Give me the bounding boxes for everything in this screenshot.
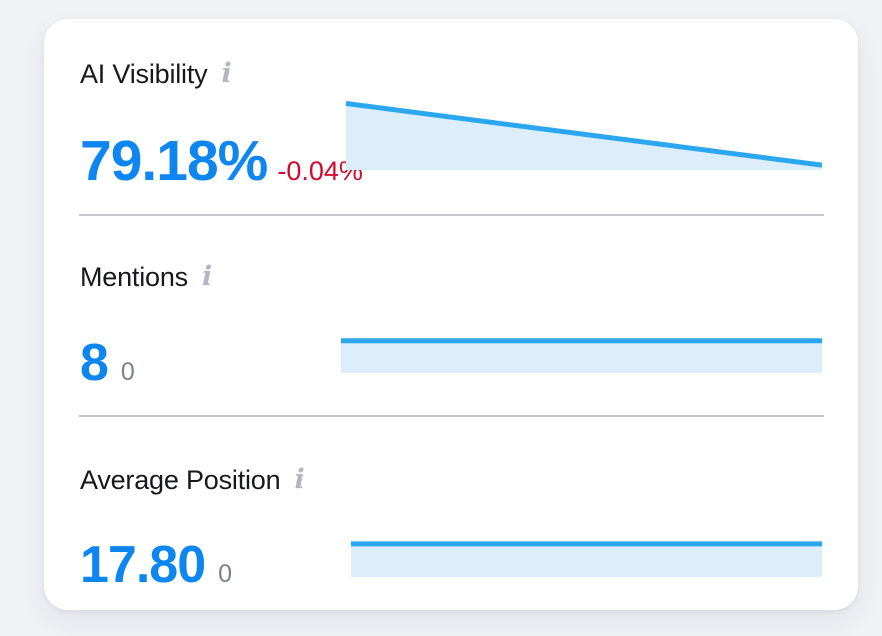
sparkline-ai-visibility <box>346 100 822 170</box>
metric-ai-visibility-values: 79.18% -0.04% <box>80 133 363 190</box>
metrics-card: AI Visibility i 79.18% -0.04% Mentions i… <box>44 19 858 610</box>
metric-delta-average-position: 0 <box>218 560 233 588</box>
sparkline-mentions <box>341 338 822 373</box>
metric-label-ai-visibility: AI Visibility <box>80 59 208 89</box>
sparkline-average-position <box>351 541 822 577</box>
metric-label-average-position: Average Position <box>80 465 281 495</box>
metric-value-mentions: 8 <box>80 334 109 392</box>
metric-delta-mentions: 0 <box>120 358 135 386</box>
info-icon[interactable]: i <box>294 464 305 495</box>
info-icon[interactable]: i <box>201 261 213 292</box>
metric-value-ai-visibility: 79.18% <box>80 129 268 193</box>
metric-average-position-header: Average Position i <box>80 465 305 495</box>
metric-label-mentions: Mentions <box>80 262 188 292</box>
divider <box>79 415 824 417</box>
metric-mentions-header: Mentions i <box>80 262 212 292</box>
metric-average-position-values: 17.80 0 <box>80 539 232 591</box>
info-icon[interactable]: i <box>221 58 232 89</box>
metric-value-average-position: 17.80 <box>80 536 206 594</box>
metric-ai-visibility-header: AI Visibility i <box>80 59 232 89</box>
metric-mentions-values: 8 0 <box>80 337 135 389</box>
divider <box>79 214 824 216</box>
